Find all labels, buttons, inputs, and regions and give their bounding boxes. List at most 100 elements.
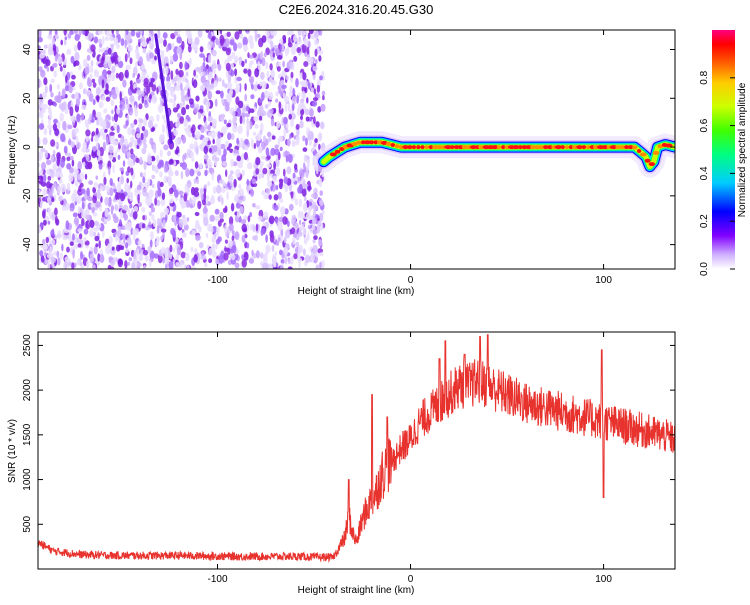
noise-speckle	[224, 38, 230, 48]
noise-speckle	[251, 84, 254, 90]
noise-speckle	[63, 30, 67, 36]
noise-speckle	[260, 228, 264, 236]
noise-speckle	[143, 77, 149, 85]
noise-speckle	[78, 185, 82, 193]
noise-speckle	[54, 215, 58, 224]
noise-speckle	[308, 206, 312, 214]
faint-trace	[154, 33, 173, 144]
signal-core	[469, 145, 478, 150]
noise-speckle	[235, 168, 241, 178]
signal-core	[537, 145, 546, 150]
signal-core	[407, 145, 413, 150]
noise-speckle	[112, 213, 117, 219]
noise-speckle	[255, 157, 261, 166]
noise-speckle	[312, 229, 318, 235]
noise-speckle	[151, 94, 157, 104]
noise-speckle	[163, 207, 169, 215]
noise-speckle	[64, 85, 70, 92]
noise-speckle	[247, 52, 250, 59]
noise-speckle	[176, 246, 181, 256]
noise-speckle	[278, 237, 281, 242]
noise-speckle	[312, 244, 318, 254]
noise-speckle	[196, 178, 200, 184]
noise-speckle	[319, 261, 322, 269]
noise-speckle	[226, 122, 232, 128]
noise-speckle	[308, 215, 313, 220]
noise-speckle	[202, 61, 206, 68]
noise-speckle	[246, 242, 250, 249]
noise-speckle	[168, 170, 174, 177]
noise-speckle	[132, 72, 135, 78]
noise-speckle	[294, 163, 298, 170]
noise-speckle	[207, 195, 210, 200]
snr-ticks: -100 0 100 500 1000 1500 2000 2500	[22, 332, 675, 585]
noise-speckle	[80, 188, 86, 195]
noise-speckle	[45, 236, 49, 244]
noise-speckle	[179, 162, 184, 168]
noise-speckle	[183, 193, 188, 202]
noise-speckle	[194, 211, 200, 217]
noise-speckle	[269, 63, 273, 71]
noise-speckle	[176, 103, 180, 110]
noise-speckle	[128, 141, 133, 148]
noise-speckle	[221, 126, 227, 135]
noise-speckle	[205, 232, 209, 239]
noise-speckle	[54, 128, 60, 137]
noise-speckle	[270, 118, 275, 127]
noise-speckle	[74, 127, 79, 134]
noise-speckle	[156, 218, 161, 226]
noise-speckle	[179, 116, 185, 124]
noise-speckle	[125, 64, 131, 71]
noise-speckle	[111, 30, 114, 34]
noise-speckle	[297, 30, 302, 37]
noise-speckle	[99, 43, 103, 48]
noise-speckle	[239, 115, 243, 125]
snr-x-label: Height of straight line (km)	[298, 585, 415, 596]
noise-speckle	[190, 246, 194, 253]
noise-speckle	[168, 159, 174, 165]
noise-speckle	[298, 198, 302, 208]
noise-speckle	[187, 88, 190, 98]
noise-speckle	[108, 235, 113, 245]
noise-speckle	[40, 69, 46, 78]
noise-speckle	[109, 135, 115, 145]
signal-core	[339, 147, 345, 151]
colorbar: 0.0 0.2 0.4 0.6 0.8 Normalized spectral ampl…	[699, 30, 748, 276]
noise-speckle	[93, 181, 98, 189]
noise-speckle	[80, 251, 83, 260]
noise-speckle	[320, 121, 325, 130]
noise-speckle	[229, 170, 234, 175]
noise-speckle	[50, 256, 57, 263]
noise-speckle	[166, 75, 171, 83]
signal-core	[585, 145, 591, 150]
noise-speckle	[217, 63, 222, 71]
noise-speckle	[252, 203, 256, 208]
noise-speckle	[208, 71, 213, 80]
colorbar-tick-label: 0.0	[699, 262, 710, 276]
noise-speckle	[249, 108, 255, 113]
noise-speckle	[70, 141, 75, 148]
noise-speckle	[185, 104, 190, 110]
noise-speckle	[239, 142, 244, 148]
noise-speckle	[91, 207, 96, 213]
noise-speckle	[64, 260, 68, 269]
signal-core	[636, 149, 642, 153]
noise-speckle	[251, 178, 257, 185]
noise-speckle	[163, 56, 169, 66]
noise-speckle	[189, 203, 193, 209]
noise-speckle	[241, 258, 247, 268]
noise-speckle	[111, 65, 116, 74]
noise-speckle	[151, 207, 156, 213]
noise-speckle	[106, 30, 111, 37]
noise-speckle	[176, 112, 181, 118]
noise-speckle	[211, 35, 216, 41]
noise-speckle	[71, 262, 75, 269]
noise-speckle	[302, 147, 308, 152]
noise-speckle	[271, 244, 275, 252]
noise-speckle	[203, 55, 206, 63]
noise-speckle	[283, 236, 287, 244]
noise-speckle	[166, 46, 169, 53]
noise-speckle	[318, 143, 321, 150]
noise-speckle	[90, 60, 94, 67]
noise-speckle	[319, 190, 324, 196]
